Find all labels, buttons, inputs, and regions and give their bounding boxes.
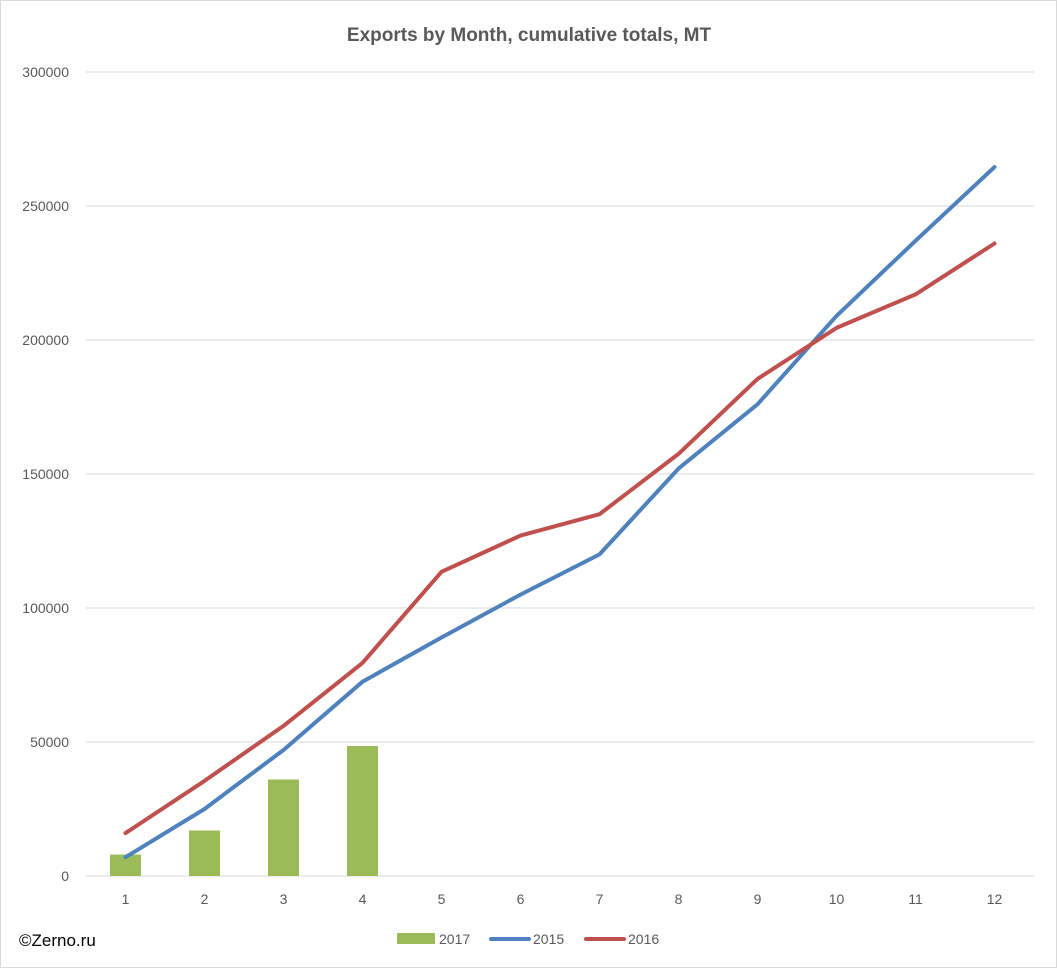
legend-swatch-2017 xyxy=(397,933,435,944)
x-tick-label: 10 xyxy=(829,891,845,907)
y-axis-tick-labels: 0 50000 100000 150000 200000 250000 300000 xyxy=(22,64,69,884)
copyright-text: ©Zerno.ru xyxy=(19,931,96,950)
bar-series xyxy=(110,746,378,876)
legend-label-2015: 2015 xyxy=(533,931,564,947)
x-tick-label: 5 xyxy=(438,891,446,907)
line-series-2016 xyxy=(123,241,997,836)
y-tick-label: 300000 xyxy=(22,64,69,80)
y-tick-label: 250000 xyxy=(22,198,69,214)
x-tick-label: 7 xyxy=(596,891,604,907)
line-series-2015 xyxy=(123,165,997,860)
x-tick-label: 2 xyxy=(201,891,209,907)
legend: 2017 2015 2016 xyxy=(397,931,659,947)
x-tick-label: 3 xyxy=(280,891,288,907)
x-tick-label: 11 xyxy=(908,891,923,907)
x-tick-label: 8 xyxy=(675,891,683,907)
x-tick-label: 12 xyxy=(987,891,1003,907)
bar-2017-1 xyxy=(110,854,141,876)
x-tick-label: 1 xyxy=(122,891,130,907)
y-tick-label: 50000 xyxy=(30,734,69,750)
bar-2017-3 xyxy=(268,779,299,876)
y-tick-label: 200000 xyxy=(22,332,69,348)
y-tick-label: 150000 xyxy=(22,466,69,482)
legend-label-2017: 2017 xyxy=(439,931,470,947)
gridlines xyxy=(86,71,1034,877)
x-tick-label: 4 xyxy=(359,891,367,907)
legend-label-2016: 2016 xyxy=(628,931,659,947)
bar-2017-2 xyxy=(189,830,220,876)
bar-2017-4 xyxy=(347,746,378,876)
y-tick-label: 0 xyxy=(61,868,69,884)
line-series xyxy=(123,165,997,860)
x-tick-label: 9 xyxy=(754,891,762,907)
x-tick-label: 6 xyxy=(517,891,525,907)
chart-title: Exports by Month, cumulative totals, MT xyxy=(347,25,712,46)
x-axis-tick-labels: 1 2 3 4 5 6 7 8 9 10 11 12 xyxy=(122,891,1003,907)
y-tick-label: 100000 xyxy=(22,600,69,616)
